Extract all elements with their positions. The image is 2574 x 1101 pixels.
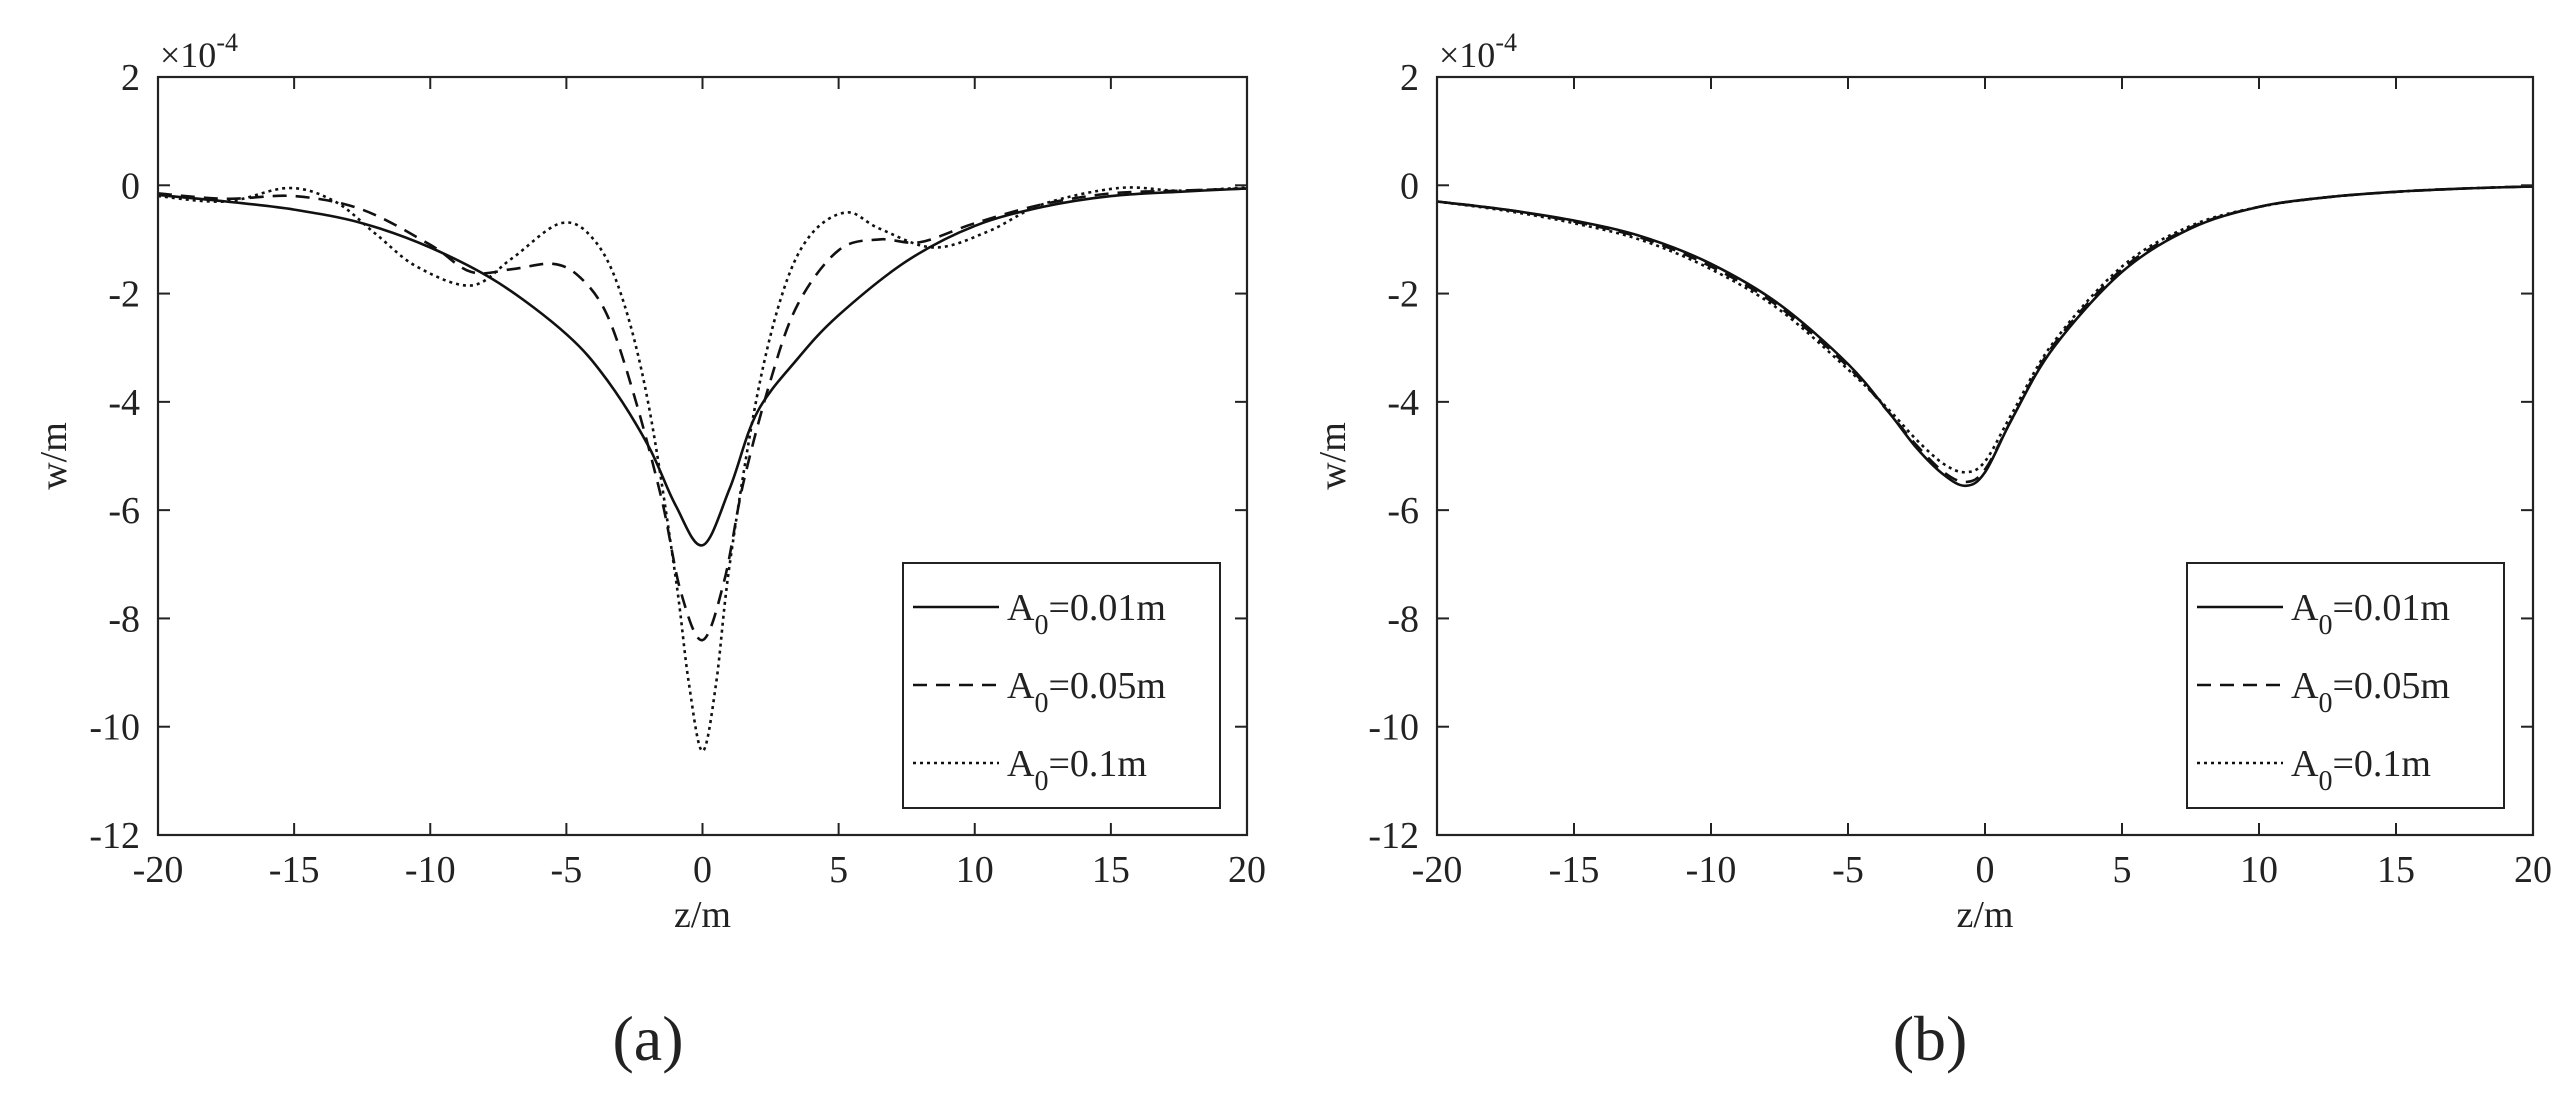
y-axis-label: w/m — [1312, 422, 1354, 490]
legend-entry-value: =0.1m — [2332, 743, 2431, 785]
legend-entry-base: A — [2291, 587, 2319, 629]
legend-entry-base: A — [1007, 587, 1035, 629]
series-line-dotted — [1437, 185, 2533, 474]
x-tick-label: 0 — [693, 849, 712, 891]
y-tick-label: -8 — [108, 598, 140, 640]
y-tick-label: -2 — [108, 274, 140, 316]
x-tick-label: 10 — [2240, 849, 2278, 891]
chart-panel-2: -20 -15 -10 -5 0 5 10 15 2020-2-4-6-8-10-12×10-4… — [1312, 28, 2552, 1074]
legend-entry-base: A — [1007, 743, 1035, 785]
legend-entry-value: =0.01m — [2332, 587, 2450, 629]
legend-entry-sub: 0 — [1034, 610, 1048, 641]
legend-entry: A0=0.01m — [2291, 587, 2450, 641]
legend-entry-base: A — [2291, 743, 2319, 785]
y-tick-label: -4 — [1387, 382, 1419, 424]
x-tick-label: -10 — [1686, 849, 1737, 891]
x-tick-label: 15 — [2377, 849, 2415, 891]
y-tick-label: -2 — [1387, 274, 1419, 316]
x-tick-label: -5 — [1832, 849, 1864, 891]
y-tick-label: 0 — [121, 165, 140, 207]
series-line-solid — [1437, 185, 2533, 488]
y-tick-label: 2 — [1400, 57, 1419, 99]
legend-entry-sub: 0 — [1034, 766, 1048, 797]
panel-label: (a) — [612, 1003, 683, 1074]
series-line-solid — [158, 187, 1247, 547]
legend-entry-value: =0.01m — [1048, 587, 1166, 629]
legend-entry-sub: 0 — [2318, 766, 2332, 797]
x-tick-label: 5 — [2113, 849, 2132, 891]
series-line-dashed — [158, 187, 1247, 642]
chart-panel-1: -20 -15 -10 -5 0 5 10 15 2020-2-4-6-8-10-12×10-4… — [33, 28, 1266, 1074]
series-line-dotted — [158, 186, 1247, 753]
legend-entry-value: =0.05m — [1048, 665, 1166, 707]
legend-entry: A0=0.01m — [1007, 587, 1166, 641]
x-tick-label: 15 — [1092, 849, 1130, 891]
legend-entry: A0=0.05m — [1007, 665, 1166, 719]
x-tick-label: -15 — [1549, 849, 1600, 891]
x-axis-label: z/m — [674, 894, 731, 936]
y-tick-label: -12 — [89, 815, 140, 857]
y-axis-label: w/m — [33, 422, 75, 490]
x-tick-label: -10 — [405, 849, 456, 891]
panel-label: (b) — [1893, 1003, 1968, 1074]
legend-entry-value: =0.05m — [2332, 665, 2450, 707]
y-exponent-label: ×10-4 — [1439, 28, 1517, 75]
series-line-dashed — [1437, 185, 2533, 484]
x-axis-label: z/m — [1957, 894, 2014, 936]
y-tick-label: -12 — [1368, 815, 1419, 857]
x-tick-label: 20 — [1228, 849, 1266, 891]
x-tick-label: -20 — [1412, 849, 1463, 891]
y-tick-label: 0 — [1400, 165, 1419, 207]
x-tick-label: 5 — [829, 849, 848, 891]
y-tick-label: -8 — [1387, 598, 1419, 640]
y-tick-label: -6 — [108, 490, 140, 532]
legend-entry-sub: 0 — [1034, 688, 1048, 719]
x-tick-label: -5 — [551, 849, 583, 891]
legend-entry: A0=0.05m — [2291, 665, 2450, 719]
y-tick-label: -10 — [1368, 707, 1419, 749]
y-exponent-power: -4 — [1495, 28, 1517, 57]
x-tick-label: -20 — [133, 849, 184, 891]
y-exponent-label: ×10-4 — [160, 28, 238, 75]
legend-entry-base: A — [2291, 665, 2319, 707]
y-tick-label: -4 — [108, 382, 140, 424]
x-tick-label: 20 — [2514, 849, 2552, 891]
legend-entry: A0=0.1m — [2291, 743, 2431, 797]
y-tick-label: 2 — [121, 57, 140, 99]
x-tick-label: 10 — [956, 849, 994, 891]
legend-box — [902, 562, 1221, 809]
y-tick-label: -6 — [1387, 490, 1419, 532]
legend-entry-sub: 0 — [2318, 610, 2332, 641]
legend-entry-base: A — [1007, 665, 1035, 707]
legend-entry-value: =0.1m — [1048, 743, 1147, 785]
y-tick-label: -10 — [89, 707, 140, 749]
legend-entry-sub: 0 — [2318, 688, 2332, 719]
legend-box — [2186, 562, 2505, 809]
legend-entry: A0=0.1m — [1007, 743, 1147, 797]
y-exponent-power: -4 — [216, 28, 238, 57]
x-tick-label: -15 — [269, 849, 320, 891]
x-tick-label: 0 — [1976, 849, 1995, 891]
